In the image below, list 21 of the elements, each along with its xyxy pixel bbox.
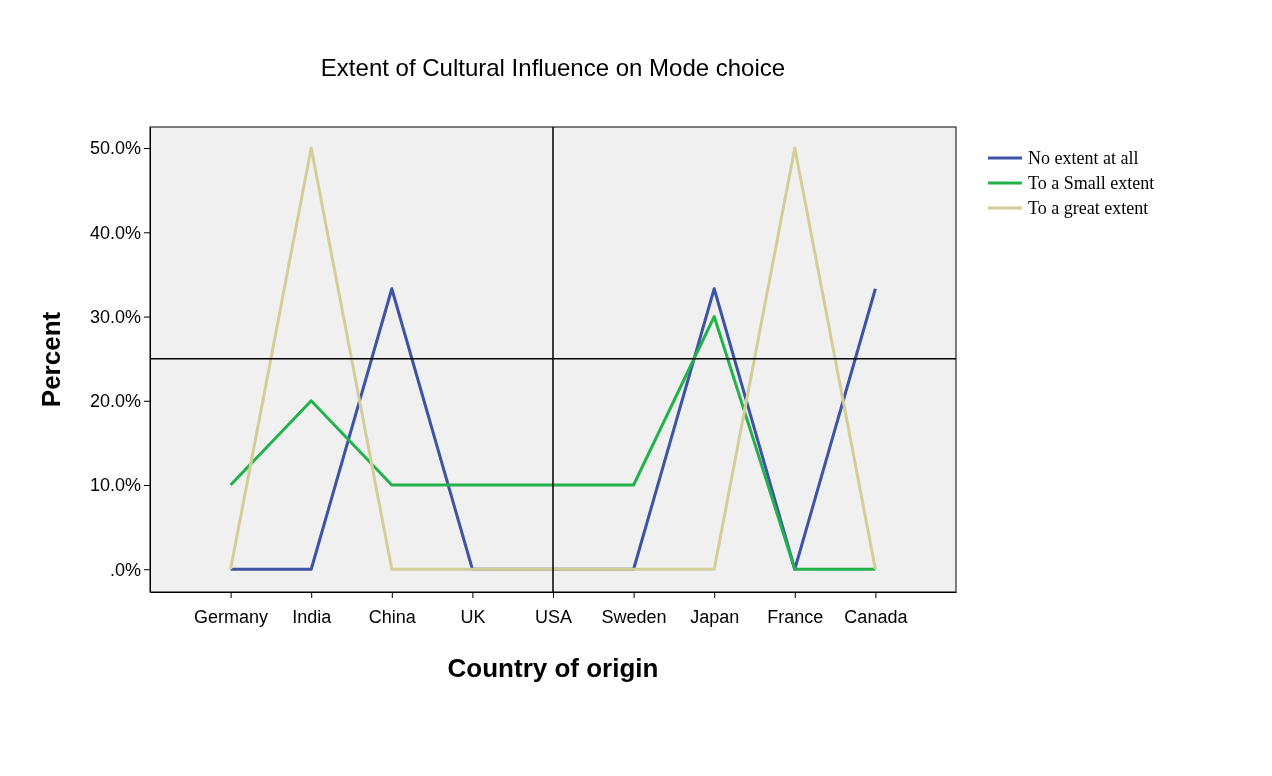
y-tick-label: 10.0%: [89, 475, 141, 496]
x-tick-label: India: [292, 606, 333, 627]
y-tick-label: .0%: [109, 559, 141, 580]
y-axis-title: Percent: [36, 311, 66, 408]
chart-title: Extent of Cultural Influence on Mode choice: [320, 54, 786, 81]
x-axis-title: Country of origin: [447, 653, 659, 683]
legend-label: To a great extent: [1028, 198, 1149, 218]
legend-label: No extent at all: [1028, 148, 1139, 168]
y-tick-label: 40.0%: [89, 222, 141, 243]
legend-label: To a Small extent: [1028, 173, 1155, 193]
y-tick-label: 50.0%: [89, 138, 141, 159]
y-tick-label: 30.0%: [89, 306, 141, 327]
x-tick-label: China: [368, 606, 417, 627]
y-tick-label: 20.0%: [89, 391, 141, 412]
x-tick-label: USA: [534, 606, 573, 627]
x-tick-label: Germany: [194, 606, 269, 627]
x-tick-label: Sweden: [601, 606, 667, 627]
x-tick-label: Japan: [690, 606, 740, 627]
x-tick-label: France: [767, 606, 824, 627]
x-tick-label: Canada: [844, 606, 909, 627]
x-tick-label: UK: [460, 606, 486, 627]
